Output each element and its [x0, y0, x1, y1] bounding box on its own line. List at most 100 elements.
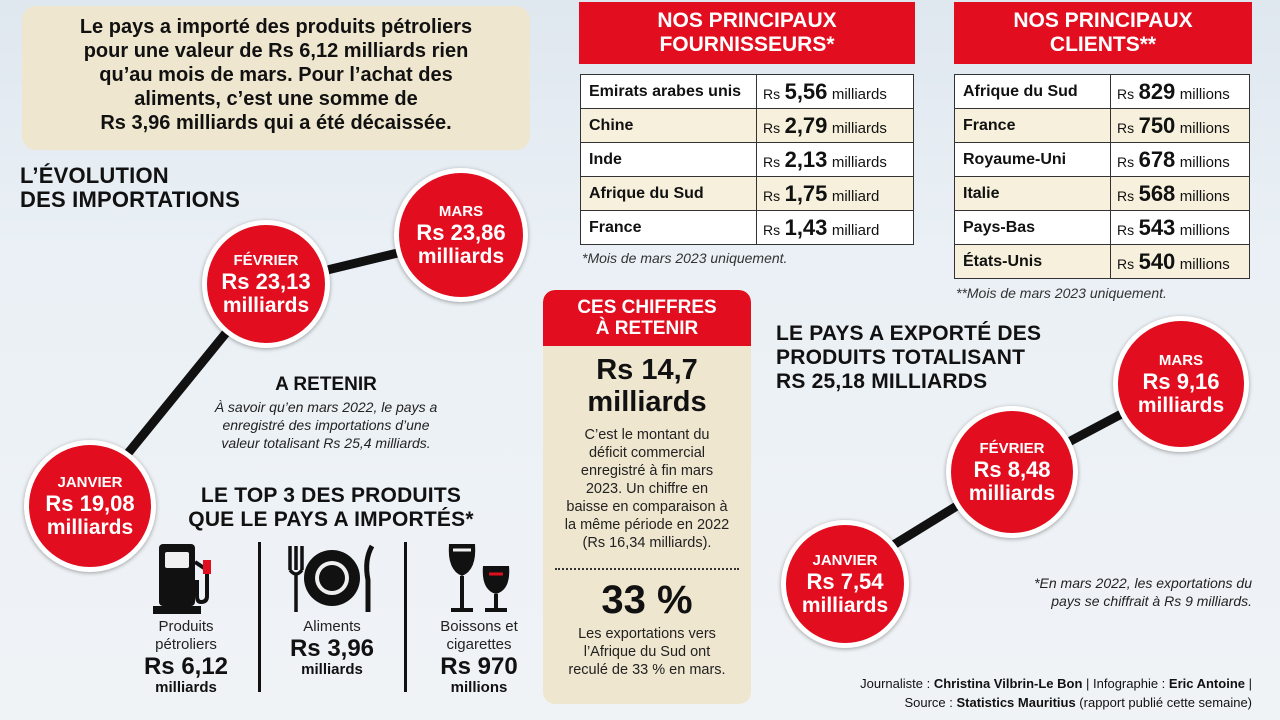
product-food: Aliments Rs 3,96 milliards [276, 540, 388, 678]
circle-value: Rs 8,48 [973, 456, 1051, 482]
amount-value: 568 [1138, 180, 1176, 206]
country-name: Chine [580, 108, 757, 143]
plate-cutlery-icon [276, 540, 388, 618]
currency: Rs [1117, 255, 1135, 272]
exports-circle-march: MARS Rs 9,16 milliards [1113, 316, 1249, 452]
source-note: (rapport publié cette semaine) [1075, 695, 1252, 710]
journalist-label: Journaliste : [860, 676, 934, 691]
text-line: Les exportations vers [578, 626, 716, 642]
amount-unit: milliard [831, 221, 880, 239]
retenir-line: À savoir qu’en mars 2022, le pays a [214, 399, 438, 415]
product-label: Boissons et [440, 618, 518, 635]
imports-heading-line2: DES IMPORTATIONS [20, 187, 240, 212]
product-label: pétroliers [155, 636, 217, 653]
amount-unit: millions [1179, 255, 1230, 273]
circle-value: Rs 19,08 [45, 490, 135, 516]
amount-value: 829 [1138, 78, 1176, 104]
currency: Rs [763, 187, 781, 204]
key-figures-heading-line1: CES CHIFFRES [577, 297, 717, 318]
circle-unit: milliards [222, 293, 310, 317]
country-name: Inde [580, 142, 757, 177]
amount-cell: Rs 540 millions [1110, 244, 1250, 279]
deficit-figure: Rs 14,7 milliards [543, 354, 751, 418]
product-divider [258, 542, 261, 692]
country-name: Italie [954, 176, 1111, 211]
intro-line: qu’au mois de mars. Pour l’achat des [99, 64, 453, 86]
top3-heading-line1: LE TOP 3 DES PRODUITS [200, 484, 462, 507]
export-drop-text: Les exportations vers l’Afrique du Sud o… [543, 625, 751, 679]
amount-cell: Rs 1,75 milliard [756, 176, 914, 211]
circle-unit: milliards [968, 481, 1056, 505]
circle-value: Rs 7,54 [806, 568, 884, 594]
currency: Rs [1117, 119, 1135, 136]
retenir-text: À savoir qu’en mars 2022, le pays a enre… [196, 398, 456, 452]
country-name: Afrique du Sud [954, 74, 1111, 109]
amount-value: 5,56 [784, 78, 828, 104]
text-line: enregistré à fin mars [580, 463, 714, 479]
export-drop-figure: 33 % [601, 578, 693, 622]
text-line: l’Afrique du Sud ont [583, 644, 711, 660]
amount-unit: milliards [831, 85, 887, 103]
intro-line: Rs 3,96 milliards qui a été décaissée. [100, 112, 452, 134]
circle-value: Rs 9,16 [1142, 368, 1220, 394]
amount-cell: Rs 1,43 milliard [756, 210, 914, 245]
journalist-name: Christina Vilbrin-Le Bon [933, 676, 1083, 691]
currency: Rs [1117, 187, 1135, 204]
product-value: Rs 3,96 [289, 635, 375, 662]
exports-circle-january: JANVIER Rs 7,54 milliards [781, 520, 909, 648]
deficit-unit: milliards [587, 386, 707, 418]
key-figures-heading-line2: À RETENIR [595, 318, 699, 339]
suppliers-heading: NOS PRINCIPAUX FOURNISSEURS* [579, 2, 915, 64]
amount-value: 1,75 [784, 180, 828, 206]
currency: Rs [1117, 153, 1135, 170]
clients-note: **Mois de mars 2023 uniquement. [956, 285, 1167, 301]
product-unit: milliards [301, 661, 363, 678]
intro-line: pour une valeur de Rs 6,12 milliards rie… [83, 40, 469, 62]
amount-unit: milliard [831, 187, 880, 205]
wine-glasses-icon [424, 540, 534, 618]
intro-line: Le pays a importé des produits pétrolier… [79, 16, 473, 38]
source-label: Source : [904, 695, 957, 710]
currency: Rs [1117, 221, 1135, 238]
country-name: Pays-Bas [954, 210, 1111, 245]
table-row: Pays-Bas Rs 543 millions [954, 210, 1250, 245]
product-label: cigarettes [446, 636, 512, 653]
circle-value: Rs 23,86 [416, 219, 506, 245]
circle-unit: milliards [46, 515, 134, 539]
currency: Rs [763, 153, 781, 170]
clients-heading: NOS PRINCIPAUX CLIENTS** [954, 2, 1252, 64]
infographic-name: Eric Antoine [1168, 676, 1245, 691]
suppliers-heading-line2: FOURNISSEURS* [659, 33, 835, 56]
product-value: Rs 970 [440, 653, 518, 680]
intro-box: Le pays a importé des produits pétrolier… [22, 6, 530, 150]
amount-value: 2,79 [784, 112, 828, 138]
fuel-pump-icon [136, 540, 236, 618]
text-line: 2023. Un chiffre en [585, 481, 709, 497]
key-figures-card: CES CHIFFRES À RETENIR Rs 14,7 milliards… [543, 290, 751, 704]
product-unit: milliards [155, 679, 217, 696]
country-name: Afrique du Sud [580, 176, 757, 211]
clients-table: Afrique du Sud Rs 829 millions France Rs 7… [954, 74, 1250, 279]
imports-circle-february: FÉVRIER Rs 23,13 milliards [202, 220, 330, 348]
product-value: Rs 6,12 [143, 653, 229, 680]
imports-heading: L’ÉVOLUTION DES IMPORTATIONS [20, 164, 240, 212]
suppliers-table: Emirats arabes unis Rs 5,56 milliards Chi… [580, 74, 914, 245]
table-row: France Rs 750 millions [954, 108, 1250, 143]
product-drinks: Boissons et cigarettes Rs 970 millions [424, 540, 534, 696]
amount-unit: millions [1179, 119, 1230, 137]
table-row: Italie Rs 568 millions [954, 176, 1250, 211]
product-divider [404, 542, 407, 692]
table-row: Inde Rs 2,13 milliards [580, 142, 914, 177]
retenir-line: valeur totalisant Rs 25,4 milliards. [221, 435, 431, 451]
product-label: Produits [158, 618, 214, 635]
amount-value: 750 [1138, 112, 1176, 138]
exports-circle-february: FÉVRIER Rs 8,48 milliards [946, 406, 1078, 538]
amount-unit: millions [1179, 153, 1230, 171]
amount-cell: Rs 2,79 milliards [756, 108, 914, 143]
country-name: Emirats arabes unis [580, 74, 757, 109]
amount-unit: milliards [831, 119, 887, 137]
amount-unit: millions [1179, 85, 1230, 103]
table-row: Afrique du Sud Rs 1,75 milliard [580, 176, 914, 211]
circle-month: FÉVRIER [979, 439, 1045, 457]
circle-unit: milliards [417, 244, 505, 268]
